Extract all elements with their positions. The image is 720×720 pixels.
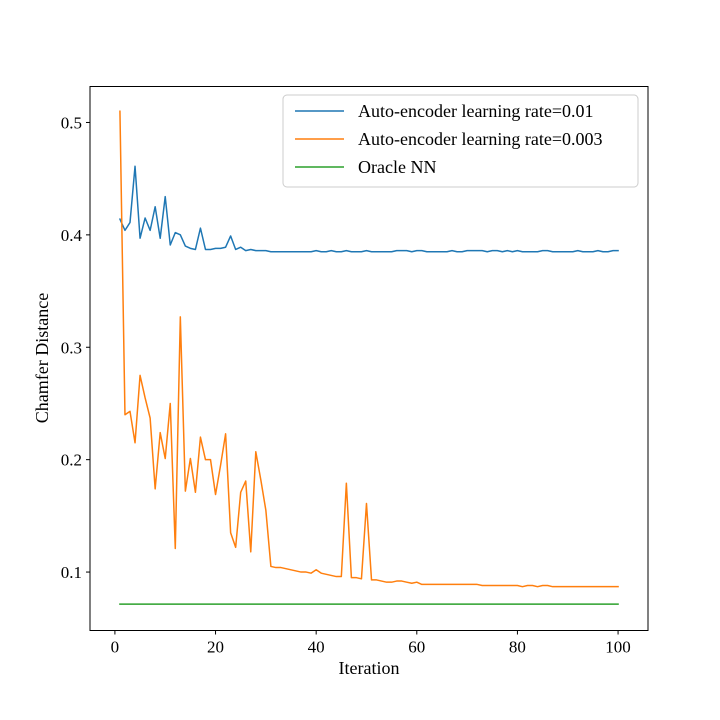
y-tick-label-0: 0.1	[61, 563, 82, 582]
x-tick-label-2: 40	[308, 638, 325, 657]
series-line-1	[119, 110, 619, 588]
y-tick-label-3: 0.4	[61, 226, 83, 245]
y-tick-label-4: 0.5	[61, 113, 82, 132]
y-tick-label-1: 0.2	[61, 451, 82, 470]
legend-label-series-0: Auto-encoder learning rate=0.01	[358, 101, 594, 121]
x-tick-label-0: 0	[111, 638, 120, 657]
y-axis-label: Chamfer Distance	[32, 293, 52, 423]
plot-frame	[89, 86, 649, 631]
x-axis: 0 20 40 60 80 100	[111, 630, 631, 657]
x-tick-label-5: 100	[605, 638, 631, 657]
x-axis-label: Iteration	[339, 658, 400, 678]
legend-label-series-1: Auto-encoder learning rate=0.003	[358, 129, 603, 149]
x-tick-label-1: 20	[207, 638, 224, 657]
legend-label-series-2: Oracle NN	[358, 157, 436, 177]
series-layer	[118, 110, 619, 605]
y-tick-label-2: 0.3	[61, 338, 82, 357]
legend: Auto-encoder learning rate=0.01 Auto-enc…	[282, 94, 639, 188]
x-tick-label-4: 80	[509, 638, 526, 657]
x-tick-label-3: 60	[408, 638, 425, 657]
y-axis: 0.1 0.2 0.3 0.4 0.5	[61, 113, 90, 582]
series-line-0	[118, 165, 619, 253]
legend-box	[282, 94, 639, 188]
